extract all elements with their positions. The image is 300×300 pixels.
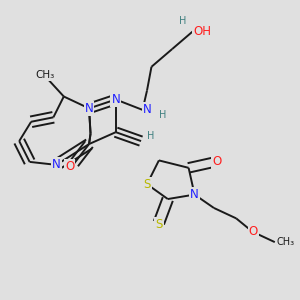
- Text: O: O: [249, 225, 258, 238]
- Text: CH₃: CH₃: [36, 70, 55, 80]
- Text: N: N: [142, 103, 151, 116]
- Text: H: H: [179, 16, 186, 26]
- Text: CH₃: CH₃: [276, 237, 294, 247]
- Text: H: H: [159, 110, 166, 120]
- Text: N: N: [52, 158, 61, 171]
- Text: N: N: [111, 93, 120, 106]
- Text: S: S: [143, 178, 151, 191]
- Text: O: O: [65, 160, 74, 173]
- Text: S: S: [155, 218, 163, 231]
- Text: OH: OH: [193, 25, 211, 38]
- Text: O: O: [212, 155, 221, 168]
- Text: H: H: [147, 131, 154, 141]
- Text: N: N: [85, 102, 93, 115]
- Text: N: N: [190, 188, 199, 201]
